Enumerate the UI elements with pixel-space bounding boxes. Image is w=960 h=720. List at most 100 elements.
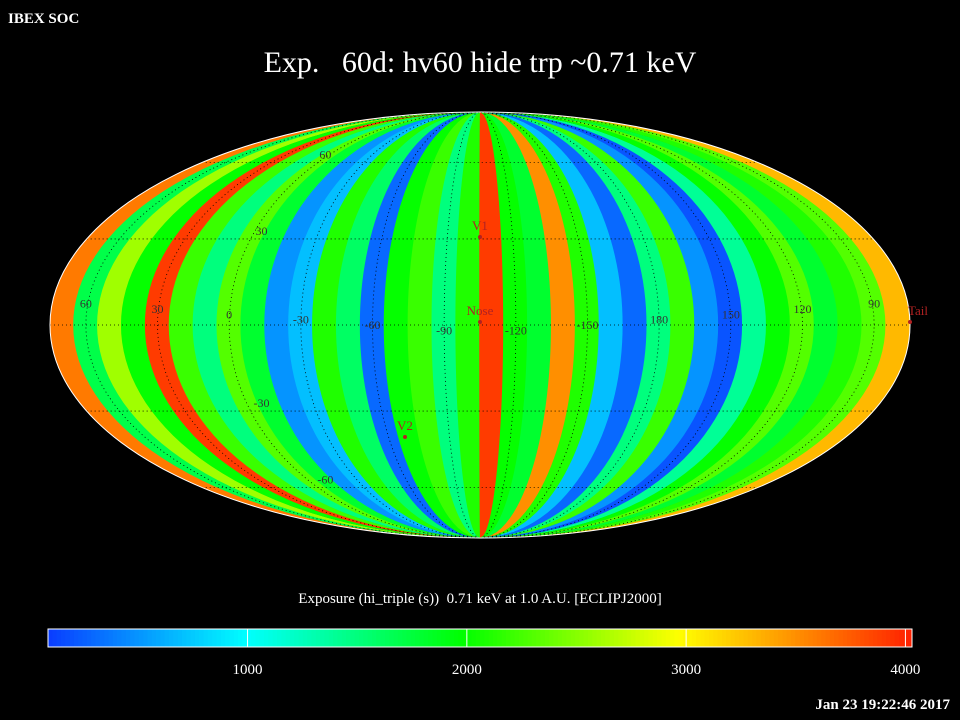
colorbar-tick-label: 4000 [890,662,920,678]
colorbar-cell [583,629,589,647]
colorbar-cell [367,629,373,647]
colorbar-cell [315,629,321,647]
map-stripe [359,112,480,538]
marker-dot [478,320,482,324]
colorbar-cell [359,629,364,647]
lon-label: -120 [505,323,527,337]
colorbar-cell [657,629,662,647]
colorbar-cell [199,629,205,647]
colorbar-cell [212,629,217,647]
colorbar-cell [82,629,88,647]
colorbar-cell [164,629,170,647]
colorbar-cell [808,629,814,647]
colorbar-cell [527,629,533,647]
colorbar-cell [147,629,153,647]
colorbar-cell [363,629,369,647]
colorbar-cell [393,629,399,647]
colorbar-cell [721,629,727,647]
map-stripe [480,112,553,538]
colorbar-cell [799,629,805,647]
colorbar-cell [138,629,144,647]
colorbar-cell [907,629,913,647]
lon-label: 180 [650,313,668,327]
colorbar-cell [609,629,615,647]
lon-label: -150 [577,318,599,332]
colorbar-cell [337,629,343,647]
marker-dot [478,235,482,239]
markers: V1 Nose V2 Tail [397,218,928,439]
colorbar-cell [328,629,334,647]
colorbar-cell [886,629,891,647]
colorbar-cell [60,629,66,647]
colorbar-cell [95,629,101,647]
colorbar-cell [125,629,131,647]
colorbar-cell [285,629,291,647]
colorbar-cell [320,629,325,647]
colorbar-cell [510,629,516,647]
colorbar-cell [743,629,749,647]
lon-label: -90 [436,323,452,337]
colorbar-cell [86,629,92,647]
colorbar-cell [540,629,546,647]
colorbar-cell [298,629,304,647]
colorbar-cell [769,629,775,647]
colorbar-cell [842,629,848,647]
colorbar-cell [531,629,537,647]
colorbar-cell [480,629,485,647]
colorbar-cell [644,629,649,647]
colorbar-cell [860,629,865,647]
colorbar-cell [432,629,438,647]
map-stripe [480,112,648,538]
marker-label: V2 [397,418,413,433]
colorbar-cell [229,629,235,647]
map-stripe [480,112,577,538]
colorbar-cell [497,629,503,647]
colorbar-cell [380,629,386,647]
colorbar-cell [778,629,783,647]
colorbar-cell [851,629,857,647]
colorbar-cell [739,629,745,647]
colorbar-cell [765,629,770,647]
colorbar-tick-label: 3000 [671,662,701,678]
colorbar-cell [475,629,481,647]
colorbar-cell [795,629,801,647]
map-stripe [383,112,480,538]
colorbar-cell [238,629,243,647]
colorbar-cell [207,629,213,647]
colorbar-cell [825,629,831,647]
colorbar-cell [678,629,684,647]
colorbar-cell [419,629,425,647]
colorbar-cell [696,629,701,647]
marker-label: Nose [467,303,494,318]
colorbar-frame [47,628,913,648]
colorbar-cell [177,629,183,647]
colorbar-cell [410,629,416,647]
meridian [300,111,481,539]
meridian [443,111,481,539]
colorbar-cell [816,629,822,647]
app-name: IBEX SOC [8,11,79,27]
colorbar-cell [65,629,71,647]
colorbar-cell [691,629,697,647]
colorbar-cell [289,629,295,647]
colorbar-cell [104,629,109,647]
marker-label: Tail [908,303,928,318]
colorbar-cell [812,629,818,647]
colorbar-cell [268,629,274,647]
colorbar-cell [804,629,809,647]
colorbar-cell [108,629,114,647]
colorbar-cell [821,629,827,647]
meridian [479,111,660,539]
colorbar-cell [73,629,79,647]
colorbar-cell [747,629,753,647]
colorbar-cell [354,629,360,647]
colorbar-cell [389,629,395,647]
colorbar-cell [233,629,239,647]
colorbar-cell [168,629,174,647]
timestamp: Jan 23 19:22:46 2017 [815,697,950,713]
colorbar-cell [143,629,148,647]
colorbar-cell [69,629,75,647]
colorbar-cell [372,629,377,647]
colorbar-cell [225,629,230,647]
